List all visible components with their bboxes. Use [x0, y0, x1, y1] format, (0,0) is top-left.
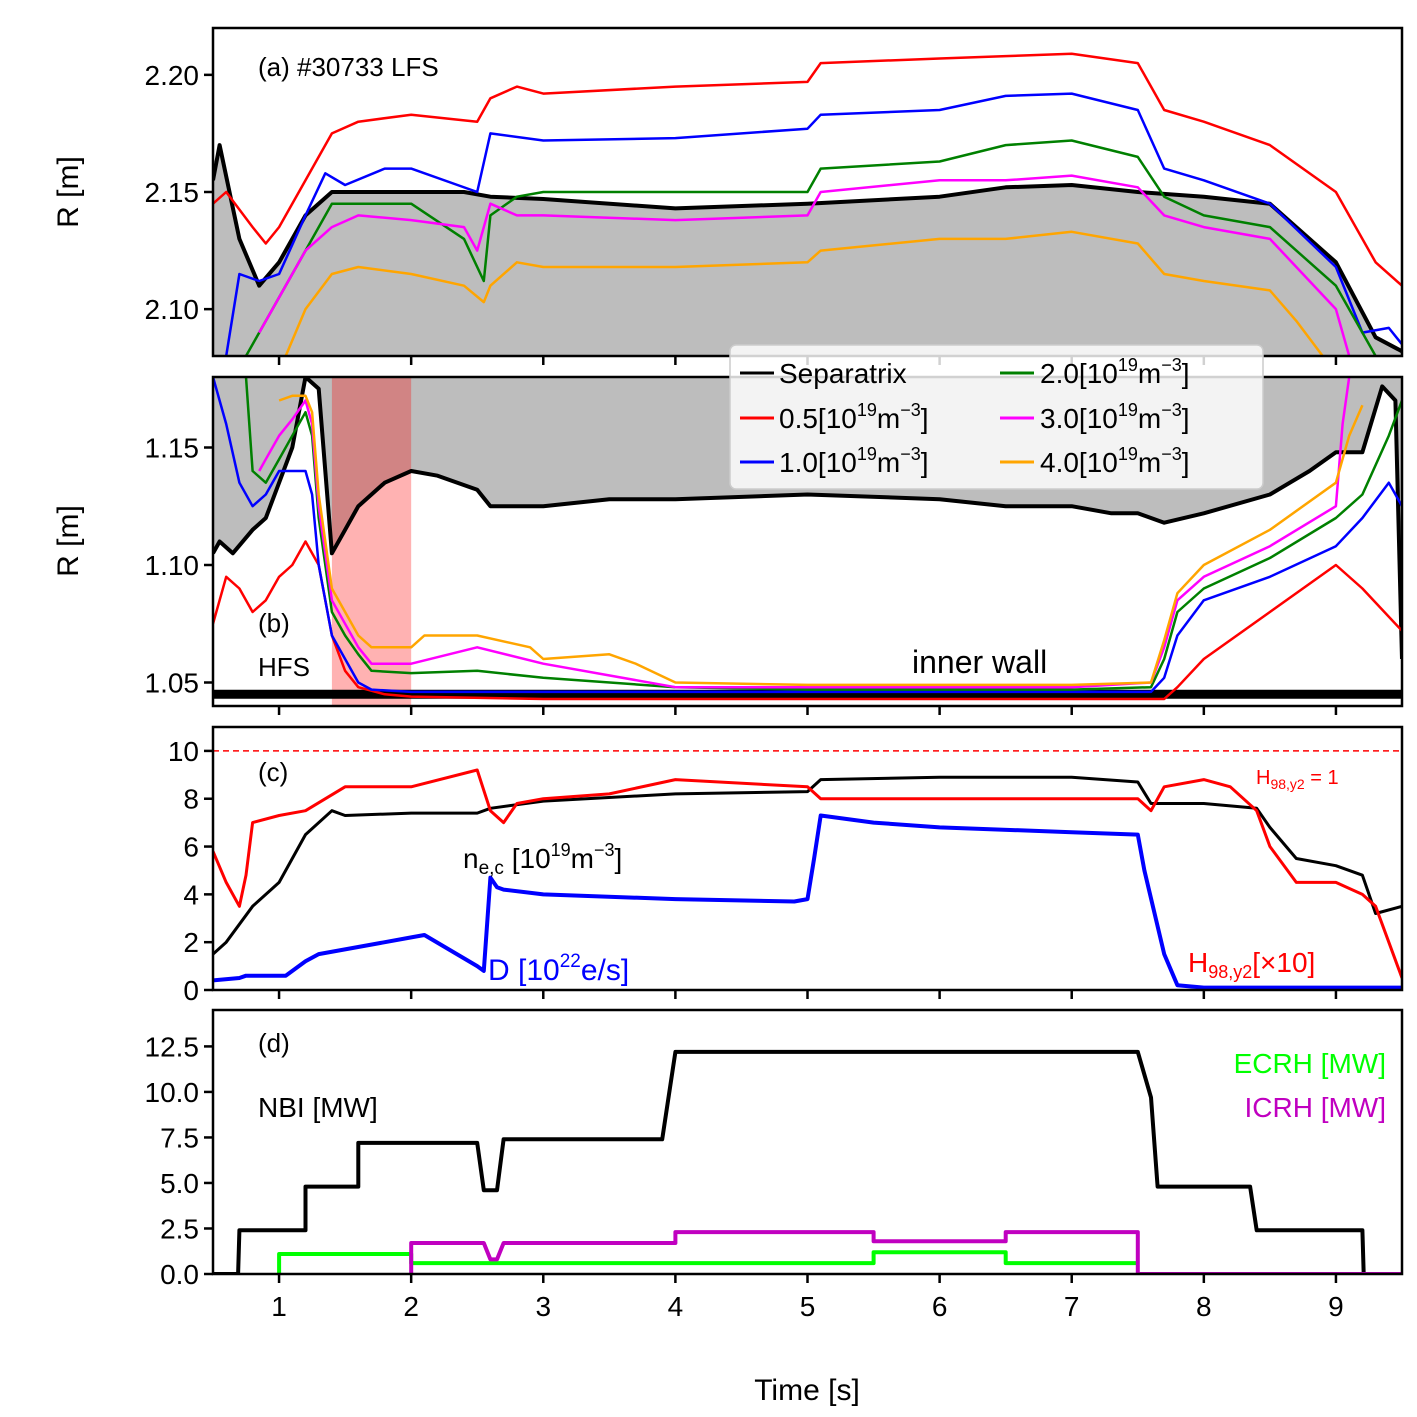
legend-box: [729, 344, 1264, 490]
panel-b-ytick-label: 1.05: [145, 668, 200, 699]
series-line-panel-a-3: [244, 139, 1377, 356]
panel-a-plasma-fill: [213, 145, 1402, 356]
xtick-label: 3: [535, 1291, 551, 1322]
inner-wall-label: inner wall: [912, 644, 1047, 680]
panel-c-ytick-label: 4: [183, 879, 199, 910]
panel-c-ytick-label: 0: [183, 975, 199, 1006]
legend-label-separatrix: Separatrix: [779, 358, 907, 389]
series-line-panel-c-1: [213, 768, 1402, 979]
h98-reference-label: H98,y2 = 1: [1256, 767, 1339, 792]
xtick-label: 2: [403, 1291, 419, 1322]
panel-b-ylabel: R [m]: [52, 505, 85, 577]
series-line-panel-a-4: [258, 174, 1351, 356]
series-line-panel-a-5: [284, 230, 1324, 356]
panel-b-annotation-hfs: HFS: [258, 652, 310, 682]
xtick-label: 6: [932, 1291, 948, 1322]
xtick-label: 4: [668, 1291, 684, 1322]
series-line-panel-b-0: [213, 377, 1402, 660]
panel-d-ytick-label: 0.0: [160, 1259, 199, 1290]
series-line-panel-d-2: [409, 1230, 1402, 1274]
panel-c-ytick-label: 6: [183, 832, 199, 863]
series-line-panel-b-5: [278, 394, 1364, 687]
d-label: D [1022e/s]: [488, 951, 629, 987]
series-line-panel-d-1: [277, 1250, 1138, 1274]
panel-a-ytick-label: 2.15: [145, 177, 200, 208]
shaded-interval: [331, 377, 412, 706]
series-line-panel-c-2: [213, 813, 1402, 990]
panel-d-ytick-label: 5.0: [160, 1168, 199, 1199]
panel-c-annotation: (c): [258, 757, 288, 787]
panel-b-ytick-label: 1.10: [145, 550, 200, 581]
panel-d-ytick-label: 10.0: [145, 1077, 200, 1108]
xtick-label: 5: [800, 1291, 816, 1322]
legend-label-3-0: 3.0[1019m−3]: [1040, 400, 1190, 434]
panel-b-ytick-label: 1.15: [145, 433, 200, 464]
series-line-panel-b-4: [258, 377, 1351, 689]
legend: Separatrix 0.5[1019m−3] 1.0[1019m−3] 2.0…: [729, 344, 1264, 490]
panel-a-annotation: (a) #30733 LFS: [258, 52, 439, 82]
series-line-panel-a-1: [213, 52, 1402, 287]
xtick-label: 1: [271, 1291, 287, 1322]
axis-ticks: 2.10 2.15 2.20 1.05 1.10 1.15 0 2 4 6 8 10 0.0 2.5 5.0…: [145, 60, 1344, 1322]
ne-label: ne,c [1019m−3]: [463, 840, 622, 879]
panel-a-ytick-label: 2.10: [145, 294, 200, 325]
x-axis-label: Time [s]: [754, 1374, 860, 1407]
panel-d-ytick-label: 12.5: [145, 1031, 200, 1062]
panel-d-ytick-label: 2.5: [160, 1213, 199, 1244]
panel-b-annotation-letter: (b): [258, 608, 290, 638]
panel-c-frame: [211, 725, 1404, 992]
panel-d: [213, 1049, 1402, 1274]
xtick-label: 9: [1328, 1291, 1344, 1322]
series-line-panel-c-0: [213, 775, 1402, 956]
nbi-label: NBI [MW]: [258, 1092, 378, 1123]
series-line-panel-b-2: [213, 377, 1402, 694]
series-line-panel-a-2: [224, 92, 1402, 356]
panel-a-ylabel: R [m]: [52, 156, 85, 228]
panel-d-annotation: (d): [258, 1028, 290, 1058]
xtick-label: 8: [1196, 1291, 1212, 1322]
h98-label: H98,y2[×10]: [1188, 947, 1315, 982]
panel-a-ytick-label: 2.20: [145, 60, 200, 91]
panel-c-ytick-label: 2: [183, 927, 199, 958]
panel-c-ytick-label: 10: [168, 736, 199, 767]
series-line-panel-b-3: [244, 377, 1402, 691]
icrh-label: ICRH [MW]: [1244, 1092, 1386, 1123]
series-line-panel-d-0: [213, 1049, 1366, 1274]
series-line-panel-b-1: [213, 540, 1402, 701]
series-line-panel-a-0: [213, 143, 1402, 354]
panel-d-ytick-label: 7.5: [160, 1122, 199, 1153]
legend-label-2-0: 2.0[1019m−3]: [1040, 355, 1190, 389]
panel-a: [213, 52, 1402, 356]
ecrh-label: ECRH [MW]: [1234, 1048, 1386, 1079]
panel-c: [213, 750, 1402, 990]
panel-c-ytick-label: 8: [183, 784, 199, 815]
xtick-label: 7: [1064, 1291, 1080, 1322]
